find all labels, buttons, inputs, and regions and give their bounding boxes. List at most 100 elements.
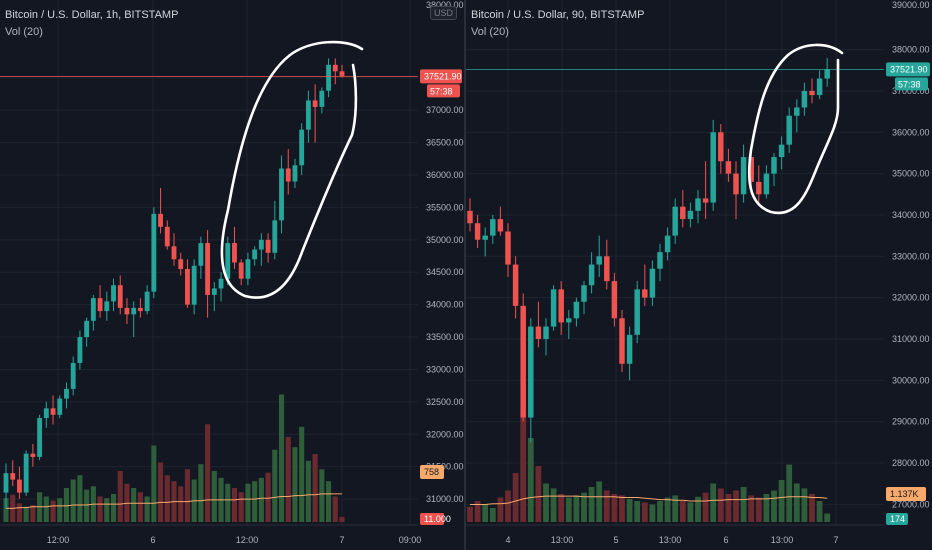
- volume-ma-badge: [420, 465, 444, 479]
- candle-body: [794, 107, 800, 116]
- volume-indicator-label[interactable]: Vol (20): [5, 26, 43, 38]
- candle-body: [657, 252, 663, 269]
- volume-bar: [70, 479, 76, 522]
- time-tick-label: 5: [613, 535, 618, 545]
- time-tick-label: 13:00: [771, 535, 794, 545]
- candle-body: [725, 161, 732, 174]
- volume-bar: [581, 492, 587, 522]
- candle-body: [497, 219, 504, 232]
- volume-bar: [158, 462, 164, 522]
- candle-body: [505, 231, 511, 265]
- candle-body: [626, 334, 633, 364]
- candle-body: [763, 173, 770, 195]
- volume-bar: [543, 483, 549, 522]
- last-price-badge: [886, 62, 930, 77]
- volume-bar: [164, 475, 170, 522]
- candle-body: [10, 473, 16, 480]
- price-tick-label: 31500.00: [426, 462, 464, 472]
- volume-bar: [778, 480, 785, 522]
- candle-body: [205, 243, 211, 295]
- volume-bar: [3, 498, 9, 522]
- candle-body: [581, 285, 587, 302]
- volume-bar: [326, 481, 332, 522]
- volume-bar: [512, 473, 519, 522]
- chart-title: Bitcoin / U.S. Dollar, 90, BITSTAMP: [471, 9, 645, 21]
- candle-body: [642, 289, 648, 298]
- price-tick-label: 32000.00: [892, 293, 930, 303]
- volume-bar: [672, 495, 679, 522]
- volume-bar: [702, 492, 709, 522]
- volume-bar: [740, 487, 747, 522]
- price-tick-label: 35000.00: [426, 235, 464, 245]
- time-tick-label: 12:00: [236, 535, 259, 545]
- volume-bar: [117, 471, 123, 522]
- volume-bar: [305, 460, 311, 522]
- hand-drawn-circle-annotation: [220, 40, 364, 299]
- volume-bar: [626, 498, 633, 522]
- candle-body: [634, 289, 640, 335]
- candle-body: [596, 256, 602, 265]
- volume-bar: [505, 490, 511, 522]
- candle-body: [258, 239, 264, 250]
- pane-divider[interactable]: [464, 0, 466, 550]
- volume-bar: [679, 501, 686, 522]
- volume-ma-value: 758: [424, 467, 439, 477]
- candle-body: [535, 326, 542, 339]
- volume-bar: [763, 494, 770, 522]
- candle-body: [710, 132, 716, 203]
- candle-body: [131, 307, 137, 315]
- volume-indicator-label[interactable]: Vol (20): [471, 26, 509, 38]
- candle-body: [292, 165, 298, 182]
- volume-bar: [339, 516, 345, 522]
- volume-bar: [332, 496, 338, 522]
- volume-bar: [558, 494, 565, 522]
- countdown-badge: [427, 84, 460, 98]
- chart-pane-left[interactable]: 38000.00 37000.00 36500.00 36000.00 35500.00…: [0, 0, 464, 550]
- price-tick-label: 36500.00: [426, 138, 464, 148]
- time-tick-label: 6: [150, 535, 155, 545]
- time-axis: [0, 525, 464, 550]
- volume-bar: [198, 464, 204, 522]
- volume-value: 11.000: [424, 514, 451, 524]
- candle-body: [57, 398, 63, 415]
- candle-body: [238, 262, 244, 279]
- candlestick-chart-1h[interactable]: 38000.00 37000.00 36500.00 36000.00 35500.00…: [0, 0, 464, 550]
- candle-body: [801, 90, 808, 108]
- candle-body: [23, 453, 29, 493]
- candle-body: [490, 219, 496, 236]
- candle-body: [279, 168, 284, 221]
- volume-bar: [84, 489, 90, 522]
- volume-bar: [641, 502, 648, 522]
- chart-pane-right[interactable]: 39000.00 38000.00 37000.00 36000.00 35000.00…: [466, 0, 932, 550]
- time-tick-label: 12:00: [47, 535, 70, 545]
- candle-body: [225, 243, 231, 279]
- time-axis: [466, 525, 932, 550]
- candle-body: [474, 223, 481, 240]
- candle-body: [305, 100, 311, 130]
- candle-body: [816, 78, 823, 96]
- volume-badge: [886, 513, 908, 525]
- candle-body: [117, 285, 123, 308]
- candle-body: [512, 264, 519, 306]
- candle-body: [43, 408, 49, 419]
- volume-bar: [565, 497, 572, 522]
- price-tick-label: 29000.00: [892, 417, 930, 427]
- candle-body: [37, 418, 43, 457]
- candlestick-chart-90[interactable]: 39000.00 38000.00 37000.00 36000.00 35000.00…: [466, 0, 932, 550]
- volume-bar: [634, 501, 641, 522]
- volume-bar: [824, 513, 831, 522]
- price-tick-label: 38000.00: [892, 45, 930, 55]
- candle-body: [718, 132, 724, 162]
- price-tick-label: 31000.00: [426, 494, 464, 504]
- volume-bar: [717, 488, 724, 522]
- price-tick-label: 34000.00: [892, 210, 930, 220]
- price-tick-label: 33000.00: [426, 364, 464, 374]
- volume-bar: [603, 490, 610, 522]
- candle-body: [191, 265, 197, 305]
- volume-bar: [63, 488, 70, 522]
- volume-bar: [97, 496, 103, 522]
- currency-badge[interactable]: USD: [430, 6, 458, 20]
- price-tick-label: 27000.00: [892, 499, 930, 509]
- time-tick-label: 4: [505, 535, 510, 545]
- volume-bar: [312, 454, 318, 522]
